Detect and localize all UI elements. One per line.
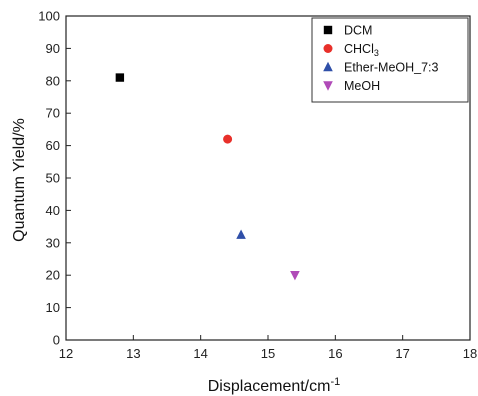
legend-marker — [323, 25, 333, 35]
y-tick-label: 100 — [38, 9, 60, 24]
legend-entry: DCM — [344, 24, 372, 38]
x-axis-title-main: Displacement/cm — [208, 378, 331, 395]
legend-entry: CHCl3 — [344, 42, 379, 58]
legend-marker — [323, 44, 333, 53]
data-point — [115, 73, 125, 82]
data-point — [236, 229, 246, 239]
legend-entry: Ether-MeOH_7:3 — [344, 61, 439, 75]
y-axis: 0 10 20 30 40 50 60 70 80 90 100 — [38, 9, 71, 348]
y-tick-label: 30 — [46, 235, 60, 250]
y-tick-label: 40 — [46, 203, 60, 218]
x-tick-label: 13 — [126, 346, 140, 361]
x-tick-label: 17 — [395, 346, 409, 361]
x-axis: 12 13 14 15 16 17 18 — [59, 335, 477, 361]
y-tick-label: 90 — [46, 41, 60, 56]
x-axis-title: Displacement/cm-1 — [208, 376, 340, 395]
y-tick-label: 80 — [46, 73, 60, 88]
legend: DCM CHCl3 Ether-MeOH_7:3 MeOH — [311, 17, 469, 103]
y-axis-title: Quantum Yield/% — [11, 118, 28, 242]
y-tick-label: 10 — [46, 300, 60, 315]
legend-marker — [323, 61, 333, 72]
y-tick-label: 0 — [53, 333, 60, 348]
legend-box — [311, 17, 469, 103]
y-tick-label: 50 — [46, 171, 60, 186]
legend-marker — [323, 81, 333, 91]
x-tick-label: 12 — [59, 346, 73, 361]
y-tick-label: 60 — [46, 138, 60, 153]
legend-entry: MeOH — [344, 79, 380, 93]
x-axis-title-superscript: -1 — [330, 376, 340, 388]
y-tick-label: 70 — [46, 106, 60, 121]
x-tick-label: 16 — [328, 346, 342, 361]
x-tick-label: 15 — [261, 346, 275, 361]
y-tick-label: 20 — [46, 268, 60, 283]
x-tick-label: 14 — [193, 346, 207, 361]
x-tick-label: 18 — [463, 346, 477, 361]
data-points — [115, 73, 300, 281]
data-point — [223, 134, 233, 144]
data-point — [290, 271, 300, 281]
